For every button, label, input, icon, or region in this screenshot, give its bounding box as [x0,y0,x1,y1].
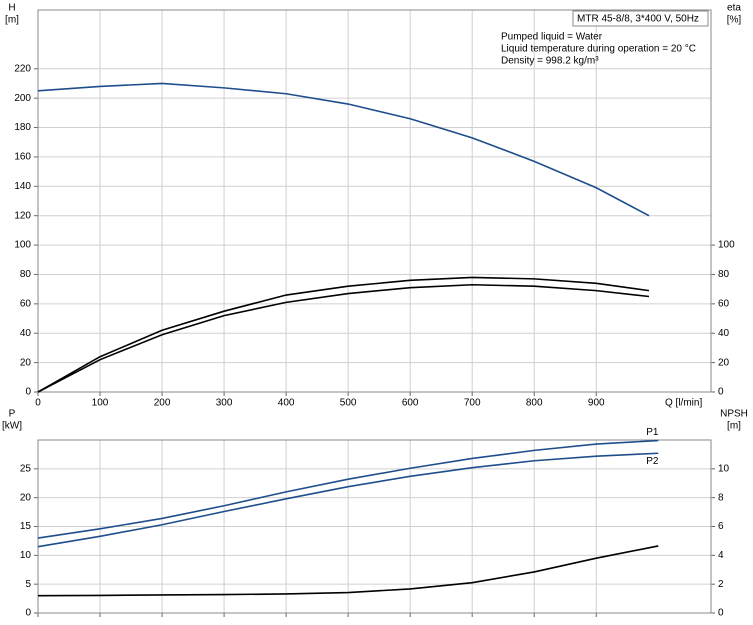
y-tick-label: 60 [20,298,32,309]
y2-axis-label: NPSH [720,409,748,420]
y2-axis-label: [%] [727,15,742,26]
annotation: Density = 998.2 kg/m³ [501,56,599,67]
y-tick-label: 140 [14,181,31,192]
x-tick-label: 900 [588,398,605,409]
x-tick-label: 600 [402,398,419,409]
x-axis-label: Q [l/min] [665,398,702,409]
x-tick-label: 800 [526,398,543,409]
y2-tick-label: 60 [718,298,730,309]
x-tick-label: 500 [340,398,357,409]
curve [37,452,659,548]
y2-tick-label: 100 [718,240,735,251]
series-label: P1 [646,427,659,438]
y-tick-label: 180 [14,122,31,133]
curve [37,276,650,393]
curve [37,82,650,217]
annotation: Liquid temperature during operation = 20… [501,44,696,55]
y-tick-label: 20 [20,357,32,368]
y2-tick-label: 8 [718,492,724,503]
plot-frame [37,439,712,614]
x-tick-label: 700 [464,398,481,409]
y-axis-label: [m] [5,15,19,26]
y-tick-label: 40 [20,328,32,339]
y-axis-label: P [9,409,16,420]
y2-tick-label: 2 [718,579,724,590]
annotation: Pumped liquid = Water [501,32,603,43]
y2-tick-label: 6 [718,521,724,532]
y-tick-label: 220 [14,63,31,74]
y2-tick-label: 0 [718,608,724,619]
y-tick-label: 25 [20,463,32,474]
y-tick-label: 160 [14,152,31,163]
curve [37,545,659,597]
info-box [572,10,709,27]
y-tick-label: 120 [14,210,31,221]
y-tick-label: 20 [20,492,32,503]
series-label: P2 [646,456,659,467]
y-tick-label: 5 [25,579,31,590]
y2-tick-label: 0 [718,387,724,398]
y-tick-label: 0 [25,608,31,619]
y-tick-label: 0 [25,387,31,398]
plot-frame [37,9,712,393]
annotation: MTR 45-8/8, 3*400 V, 50Hz [577,14,699,25]
y-axis-label: [kW] [2,421,22,432]
y2-tick-label: 40 [718,328,730,339]
x-tick-label: 0 [35,398,41,409]
y-tick-label: 100 [14,240,31,251]
y-axis-label: H [8,3,15,14]
x-tick-label: 200 [154,398,171,409]
curve [37,439,659,539]
curve [37,283,650,393]
y-tick-label: 80 [20,269,32,280]
y-tick-label: 15 [20,521,32,532]
y-tick-label: 10 [20,550,32,561]
y2-axis-label: [m] [727,421,741,432]
x-tick-label: 300 [216,398,233,409]
y2-tick-label: 4 [718,550,724,561]
y2-tick-label: 80 [718,269,730,280]
y2-tick-label: 10 [718,463,730,474]
x-tick-label: 100 [92,398,109,409]
y2-axis-label: eta [727,3,741,14]
y-tick-label: 200 [14,93,31,104]
y2-tick-label: 20 [718,357,730,368]
x-tick-label: 400 [278,398,295,409]
